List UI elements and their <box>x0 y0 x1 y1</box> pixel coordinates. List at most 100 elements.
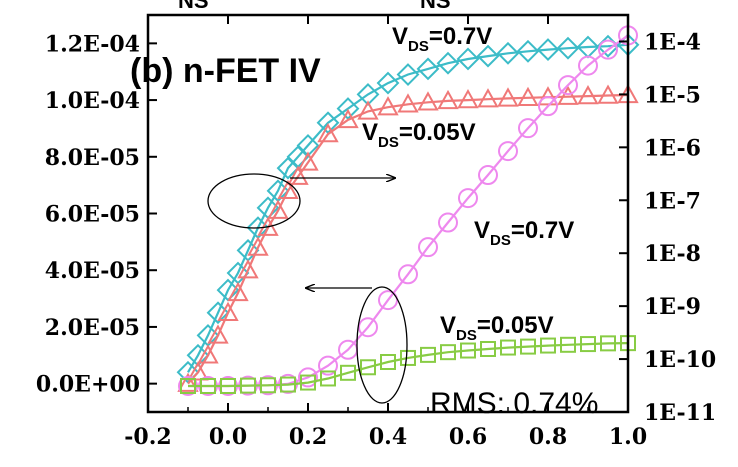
y-right-tick-label: 1E-8 <box>644 241 701 267</box>
data-point-triangle <box>357 100 379 120</box>
data-point-diamond <box>476 44 500 68</box>
data-point-diamond <box>336 97 360 120</box>
data-point-triangle <box>207 324 229 344</box>
y-left-tick-label: 6.0E-05 <box>45 202 140 228</box>
data-point-diamond <box>496 41 520 65</box>
data-point-square <box>500 339 516 356</box>
data-point-diamond <box>416 57 440 81</box>
y-right-tick-label: 1E-11 <box>644 400 716 426</box>
annotation-vds-green-value: =0.05V <box>477 312 554 339</box>
data-point-diamond <box>376 71 400 95</box>
data-point-diamond <box>516 39 540 63</box>
data-point-diamond <box>456 47 480 71</box>
data-point-circle <box>498 141 518 162</box>
data-point-square <box>460 342 476 359</box>
data-point-square <box>240 377 256 394</box>
data-point-square <box>580 336 596 353</box>
x-tick-label: 0.4 <box>369 424 407 450</box>
top-label-right: NS <box>420 0 451 13</box>
data-point-triangle <box>237 259 259 279</box>
data-point-triangle <box>597 84 619 104</box>
y-left-tick-label: 8.0E-05 <box>45 145 140 171</box>
y-left-tick-label: 4.0E-05 <box>45 258 140 284</box>
y-right-tick-label: 1E-4 <box>644 29 701 55</box>
data-point-circle <box>358 317 378 338</box>
data-point-circle <box>378 290 398 311</box>
data-point-circle <box>538 96 558 117</box>
data-point-circle <box>438 212 458 233</box>
x-tick-label: -0.2 <box>124 424 171 450</box>
annotation-vds-green-main: V <box>440 312 456 339</box>
data-point-circle <box>318 355 338 376</box>
annotation-vds-red: VDS=0.05V <box>362 119 476 151</box>
data-point-diamond <box>556 36 580 60</box>
data-point-square <box>600 335 616 352</box>
data-point-circle <box>478 165 498 186</box>
data-point-triangle <box>177 372 199 392</box>
data-point-triangle <box>437 89 459 110</box>
data-point-triangle <box>287 165 309 185</box>
data-point-triangle <box>187 361 209 381</box>
data-point-square <box>260 377 276 394</box>
x-tick-label: 0.8 <box>529 424 567 450</box>
annotation-vds-cyan-value: =0.7V <box>429 23 492 50</box>
annotation-vds-magenta-sub: DS <box>490 232 511 249</box>
data-point-circle <box>398 264 418 285</box>
data-point-circle <box>418 237 438 258</box>
data-point-triangle <box>267 199 289 219</box>
annotation-vds-green: VDS=0.05V <box>440 312 554 344</box>
data-point-square <box>280 376 296 393</box>
data-point-diamond <box>436 51 460 75</box>
data-point-triangle <box>297 151 319 171</box>
y-right-tick-label: 1E-10 <box>644 347 716 373</box>
annotation-vds-cyan-sub: DS <box>408 38 429 55</box>
y-right-tick-label: 1E-5 <box>644 82 701 108</box>
data-point-diamond <box>536 38 560 62</box>
x-tick-label: 0.2 <box>289 424 327 450</box>
x-tick-label: 0.6 <box>449 424 487 450</box>
data-point-circle <box>578 55 598 76</box>
axes-layer: -0.2 0.0 0.2 0.4 0.6 0.8 1.0 0.0E+00 2.0E-05 4.0E… <box>36 13 716 450</box>
annotation-vds-cyan-main: V <box>392 23 408 50</box>
chart-title: (b) n-FET IV <box>130 52 321 90</box>
data-point-triangle <box>377 96 399 116</box>
data-point-triangle <box>317 123 339 143</box>
data-point-square <box>420 346 436 363</box>
data-point-square <box>520 338 536 355</box>
annotation-vds-red-value: =0.05V <box>399 119 476 146</box>
annotation-vds-red-sub: DS <box>378 134 399 151</box>
data-point-triangle <box>577 85 599 105</box>
y-left-tick-label: 0.0E+00 <box>36 372 140 398</box>
left-axis-group-ellipse <box>207 173 301 229</box>
x-tick-label: 1.0 <box>609 424 647 450</box>
data-point-square <box>440 344 456 361</box>
data-point-triangle <box>337 108 359 129</box>
data-point-triangle <box>537 86 559 106</box>
data-point-triangle <box>497 87 519 107</box>
annotation-vds-red-main: V <box>362 119 378 146</box>
x-tick-label: 0.0 <box>209 424 247 450</box>
data-point-circle <box>558 75 578 96</box>
data-point-triangle <box>477 88 499 108</box>
data-point-triangle <box>277 179 299 200</box>
y-right-tick-label: 1E-9 <box>644 294 701 320</box>
data-point-triangle <box>457 89 479 109</box>
right-axis-group-ellipse <box>356 286 408 404</box>
annotation-vds-magenta-main: V <box>474 217 490 244</box>
data-point-square <box>380 354 396 371</box>
data-point-circle <box>298 367 318 388</box>
data-point-square <box>360 359 376 376</box>
data-point-square <box>540 337 556 354</box>
data-point-triangle <box>517 86 539 107</box>
y-left-tick-label: 2.0E-05 <box>45 315 140 341</box>
y-right-tick-label: 1E-6 <box>644 135 701 161</box>
data-point-square <box>300 374 316 391</box>
data-point-triangle <box>217 301 239 321</box>
data-point-circle <box>458 188 478 209</box>
data-point-square <box>560 336 576 353</box>
annotation-vds-magenta: VDS=0.7V <box>474 217 574 249</box>
data-point-triangle <box>247 236 269 256</box>
y-right-tick-label: 1E-7 <box>644 188 701 214</box>
data-point-square <box>180 377 196 394</box>
data-point-triangle <box>197 344 219 364</box>
